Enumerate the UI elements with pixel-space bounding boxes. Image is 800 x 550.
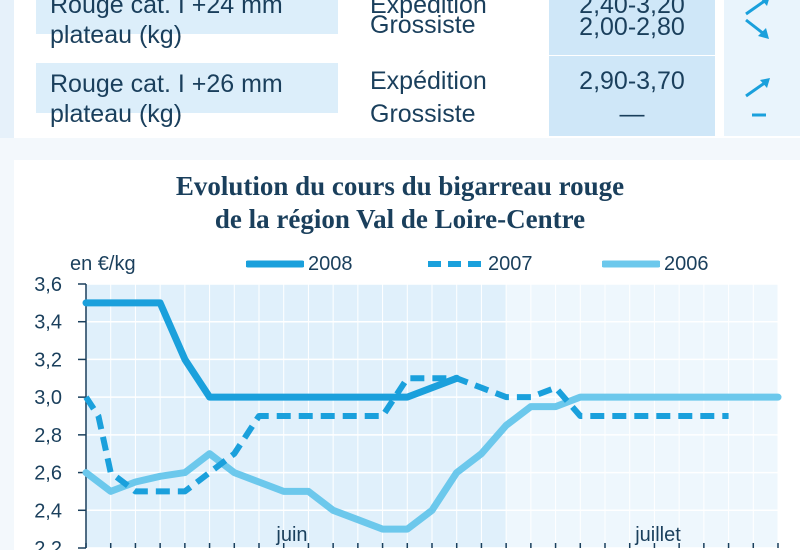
trend-stable-icon [752,113,766,117]
product-line2: plateau (kg) [50,100,183,128]
series-line-2008 [82,299,461,401]
legend-swatch-2007 [428,261,482,267]
y-axis-unit-label: en €/kg [70,253,136,275]
y-tick-label: 3,4 [34,312,62,334]
price-range: 2,90-3,70 [579,67,685,95]
product-line1: Rouge cat. I +24 mm [50,0,283,19]
series-line-2007 [83,375,729,495]
table-row-product: Rouge cat. I +24 mm plateau (kg) [36,0,338,49]
market-label: Grossiste [370,11,476,39]
row-separator [36,55,716,56]
y-tick-label: 2,6 [34,463,62,485]
y-tick-label: 3,2 [34,349,62,371]
y-tick-label: 3,0 [34,387,62,409]
chart-title-line1: Evolution du cours du bigarreau rouge [175,171,625,201]
trend-down-icon [745,18,769,39]
market-label: Expédition [370,0,487,19]
legend-label-2008: 2008 [308,253,353,275]
y-tick-label: 2,2 [34,538,62,550]
x-month-label-juillet: juillet [634,524,681,546]
market-label: Grossiste [370,100,476,128]
legend-swatch-2006 [602,260,660,268]
y-tick-label: 2,4 [34,500,62,522]
product-line2: plateau (kg) [50,21,183,49]
series-line-2006 [82,393,782,533]
trend-up-icon [745,0,769,16]
legend-swatch-2008 [246,260,304,268]
chart-title: Evolution du cours du bigarreau rouge de… [0,170,800,236]
y-tick-label: 3,6 [34,274,62,296]
x-month-label-juin: juin [275,524,307,546]
market-label: Expédition [370,67,487,95]
legend-label-2006: 2006 [664,253,709,275]
price-column [549,0,715,136]
month-band-juin [86,284,507,548]
price-table: Rouge cat. I +24 mm plateau (kg) Expédit… [0,0,800,138]
legend-label-2007: 2007 [488,253,533,275]
trend-column [724,0,800,136]
price-range: 2,40-3,20 [579,0,685,19]
y-tick-label: 2,8 [34,425,62,447]
product-line1: Rouge cat. I +26 mm [50,70,283,98]
table-row-product: Rouge cat. I +26 mm plateau (kg) [36,63,338,128]
trend-up-icon [745,78,770,98]
price-range: — [619,100,645,128]
price-range: 2,00-2,80 [579,13,685,41]
chart-title-line2: de la région Val de Loire-Centre [214,204,586,234]
